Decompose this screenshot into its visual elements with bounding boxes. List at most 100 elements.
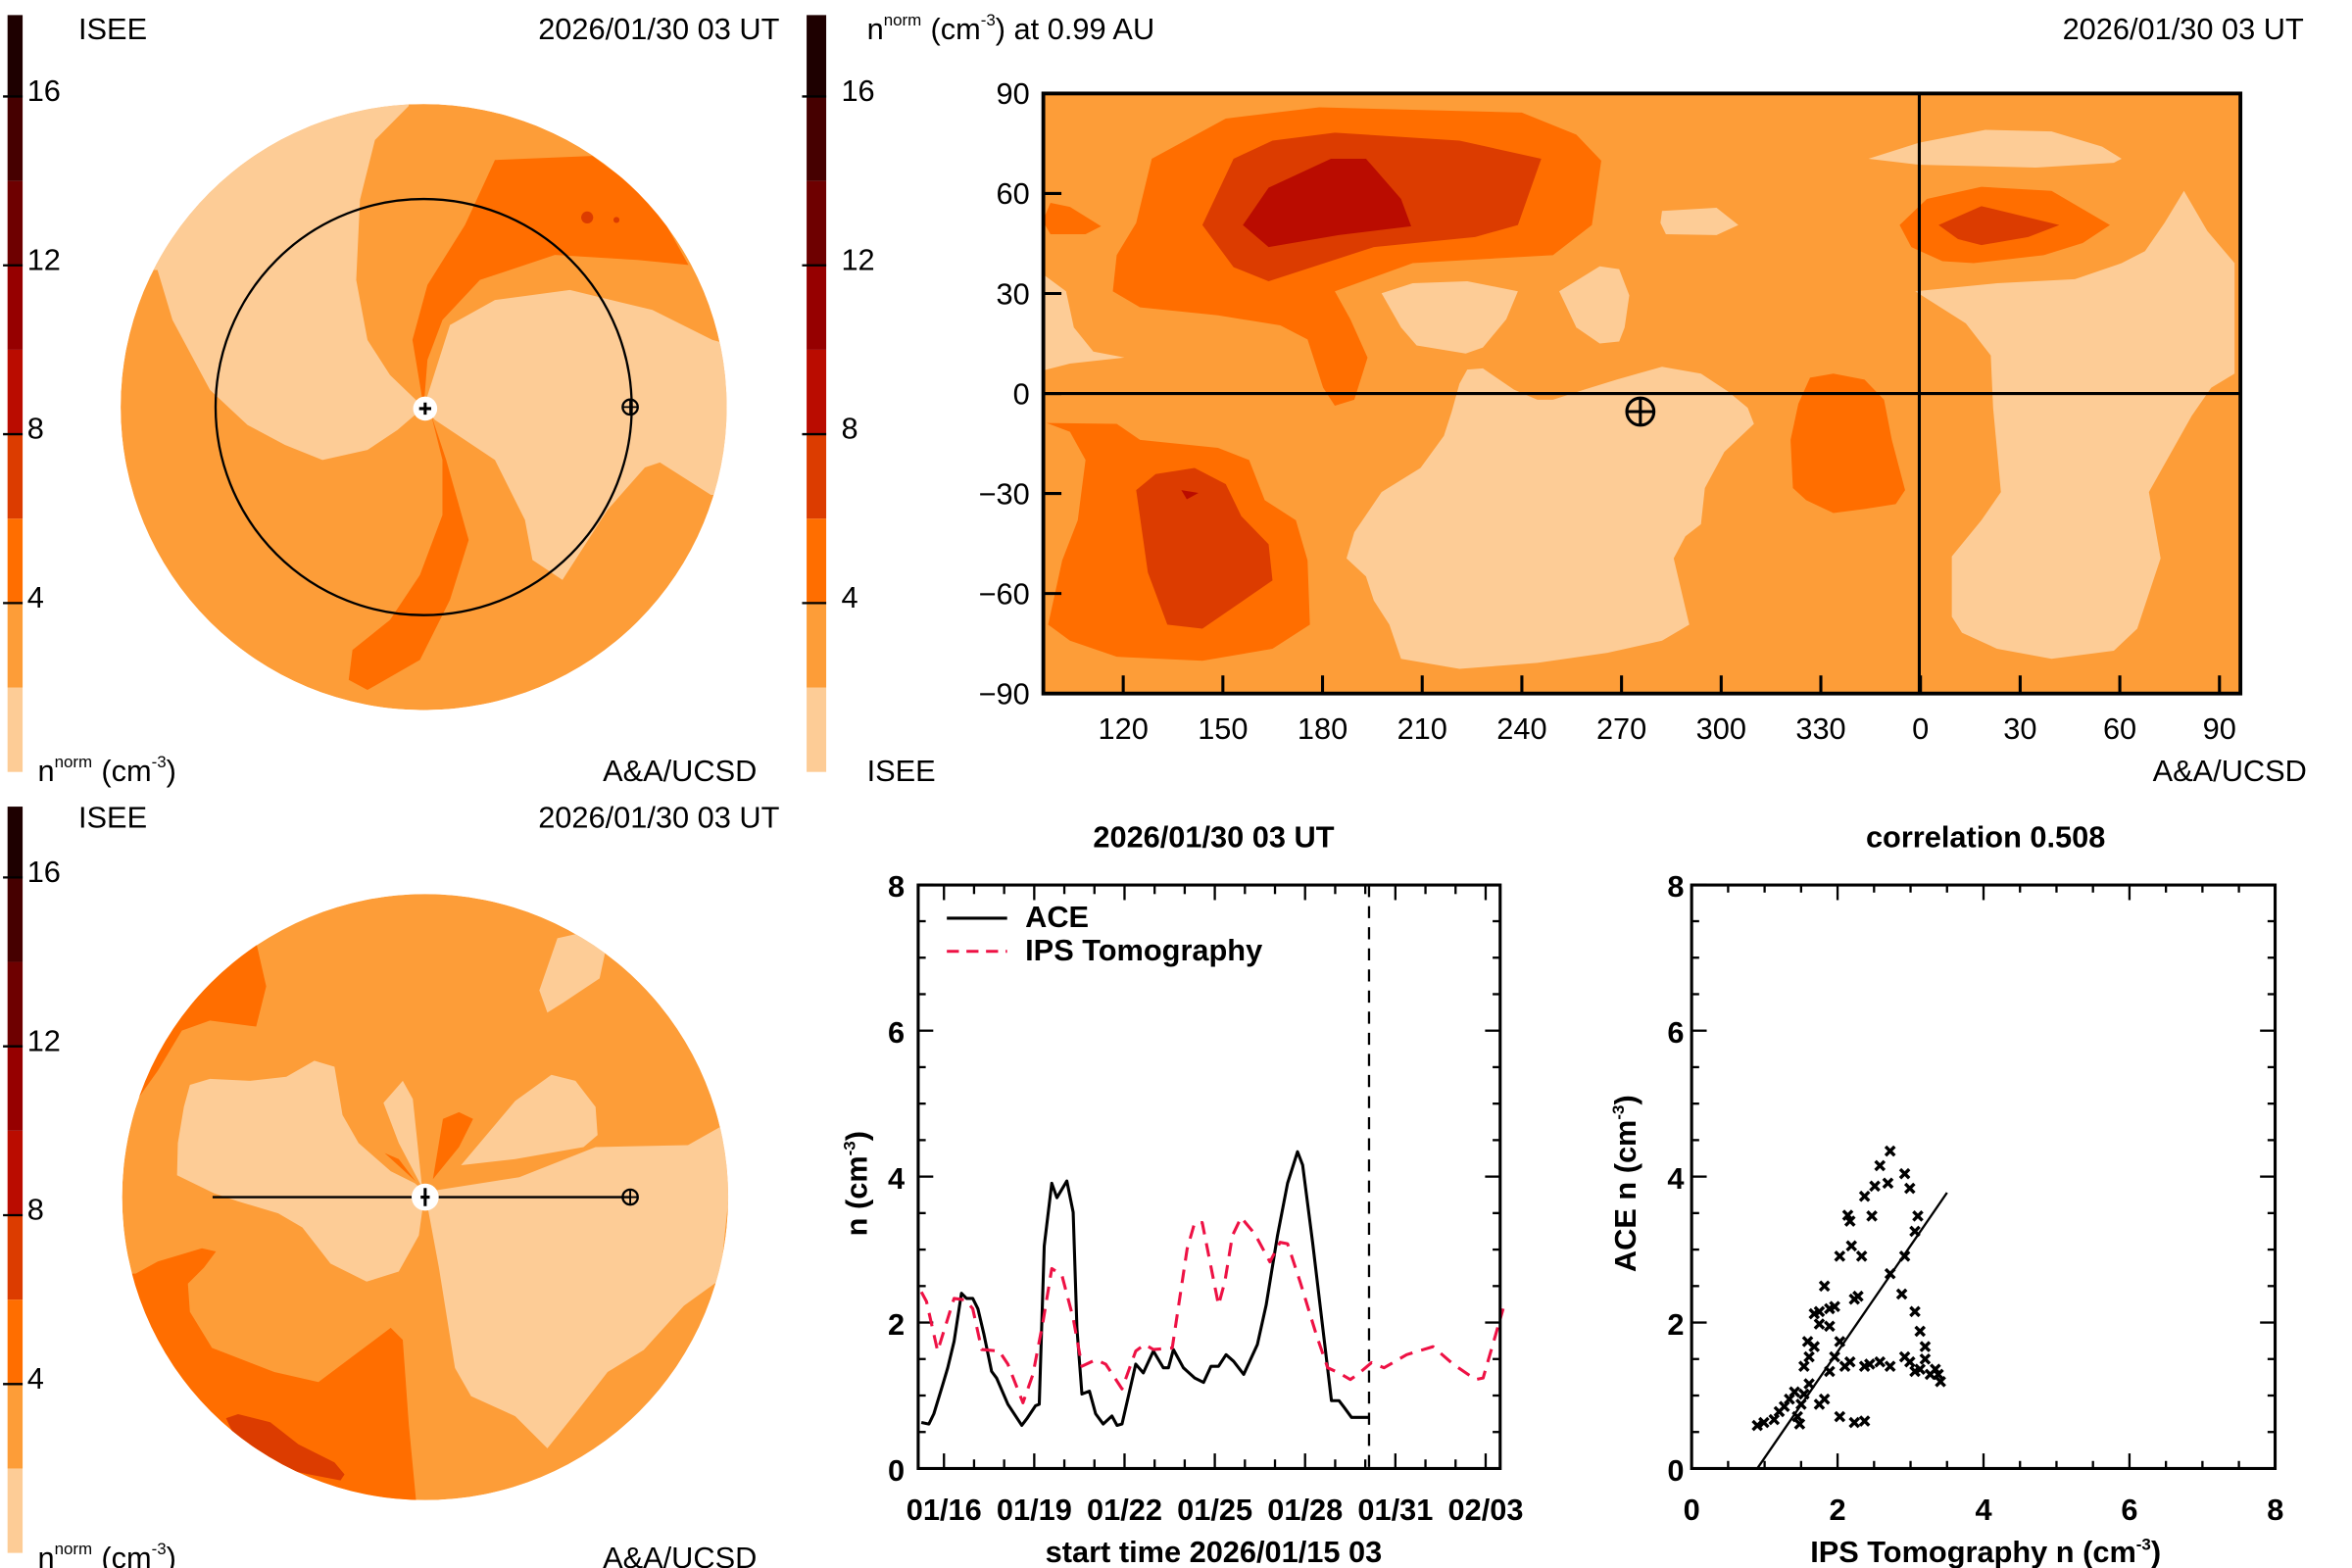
scatter-point (1788, 1386, 1800, 1398)
x-tick-label: 01/28 (1267, 1493, 1343, 1527)
plot-frame (916, 883, 1502, 1471)
lon-tick-label: 30 (2003, 711, 2036, 746)
scatter-point (1829, 1300, 1840, 1312)
x-axis-label: IPS Tomography n (cm-3) (1810, 1535, 2161, 1568)
colorbar-segment (7, 603, 24, 688)
colorbar-segment (7, 1299, 24, 1385)
contour-level-1 (1660, 207, 1739, 235)
colorbar-tick-label: 4 (27, 1361, 44, 1396)
x-tick-label: 02/03 (1447, 1493, 1523, 1527)
scatter-point (1935, 1376, 1946, 1388)
colorbar-segment (7, 434, 24, 519)
scatter-point (1758, 1416, 1770, 1429)
scatter-point (1909, 1305, 1921, 1318)
y-tick-label: 4 (1667, 1161, 1684, 1196)
ecliptic-density-plot: ISEE 2026/01/30 03 UT nnorm (cm-3) A&A/UC… (37, 12, 779, 788)
contour-level-3 (1790, 373, 1905, 514)
scatter-point (1933, 1368, 1944, 1381)
y-tick-label: 6 (1667, 1015, 1684, 1050)
lon-tick-label: 330 (1795, 711, 1845, 746)
scatter-point (1834, 1250, 1846, 1262)
scatter-point (1898, 1167, 1911, 1180)
colorbar-segment (7, 1468, 24, 1553)
sun-plus-icon (418, 402, 431, 416)
colorbar-segment (7, 1130, 24, 1215)
scatter-point (1808, 1307, 1821, 1320)
y-tick-label: 8 (888, 869, 905, 904)
colorbar-segment (7, 807, 24, 878)
scatter-marks: 0 2 4 6 8 0 2 4 6 8 (1667, 869, 2283, 1527)
scatter-point (1803, 1378, 1815, 1390)
credit-label: A&A/UCSD (603, 1541, 757, 1568)
scatter-point (1795, 1398, 1807, 1410)
source-label: ISEE (78, 12, 147, 46)
scatter-point (1909, 1225, 1921, 1238)
contour-level-4 (581, 211, 594, 224)
colorbar-segment (7, 180, 24, 266)
colorbar-segment (807, 687, 827, 772)
chart-title: correlation 0.508 (1866, 820, 2105, 855)
lon-tick-label: 0 (1912, 711, 1929, 746)
legend-label-ips: IPS Tomography (1025, 933, 1262, 967)
contour-level-3 (412, 156, 689, 408)
scatter-point (1793, 1418, 1806, 1430)
scatter-point (1751, 1419, 1763, 1432)
source-label: ISEE (867, 754, 936, 788)
scatter-point (1914, 1363, 1927, 1376)
scatter-point (1834, 1410, 1846, 1423)
colorbar-tick-label: 16 (841, 74, 874, 108)
colorbar-tick-label: 8 (27, 412, 44, 446)
contour-level-1 (424, 1127, 729, 1448)
x-tick-label: 8 (2267, 1493, 2283, 1527)
colorbar-tick-label: 12 (841, 242, 874, 276)
contour-level-1 (1043, 274, 1125, 370)
earth-icon (621, 398, 639, 416)
y-tick-label: 8 (1667, 869, 1684, 904)
lon-tick-label: 60 (2103, 711, 2136, 746)
contour-level-5 (1181, 490, 1199, 500)
colorbar-segment (807, 96, 827, 181)
scatter-point (1884, 1267, 1896, 1280)
x-tick-label: 4 (1975, 1493, 1991, 1527)
scatter-point (1829, 1350, 1840, 1363)
colorbar-tick-label: 12 (27, 242, 61, 276)
colorbar-tick-label: 16 (27, 855, 61, 889)
scatter-point (1798, 1388, 1810, 1400)
y-tick-label: 2 (888, 1307, 905, 1342)
credit-label: A&A/UCSD (603, 754, 757, 788)
contour-level-4 (612, 217, 620, 223)
scatter-point (1813, 1318, 1826, 1330)
x-tick-label: 6 (2121, 1493, 2137, 1527)
contour-level-5 (1243, 158, 1411, 248)
contour-level-1 (383, 1080, 422, 1188)
scatter-point (1818, 1280, 1831, 1293)
y-tick-label: 4 (888, 1161, 905, 1196)
time-series-marks: 01/16 01/19 01/22 01/25 01/28 01/31 02/03 0 2 4 6 8 (888, 869, 1523, 1527)
legend: ACE IPS Tomography (947, 900, 1262, 967)
scatter-point (1824, 1365, 1836, 1378)
colorbar-segment (7, 265, 24, 350)
x-tick-label: 01/22 (1087, 1493, 1162, 1527)
scatter-point (1864, 1358, 1876, 1370)
scatter-point (1898, 1250, 1911, 1262)
scatter-point (1912, 1210, 1924, 1222)
colorbar-segment (7, 687, 24, 772)
y-tick-label: 0 (1667, 1453, 1684, 1488)
earth-icon (621, 1188, 639, 1206)
colorbar-segment (7, 1046, 24, 1131)
scatter-point (1845, 1240, 1858, 1252)
scatter-point (1882, 1177, 1894, 1190)
contour-level-1 (1381, 280, 1518, 354)
colorbar-map: 4 8 12 16 (802, 15, 875, 772)
lon-tick-label: 90 (2203, 711, 2236, 746)
y-axis-label: n (cm-3) (840, 1131, 874, 1236)
scatter-point (1858, 1415, 1871, 1427)
scatter-point (1874, 1355, 1886, 1368)
contour-level-1 (461, 1074, 598, 1165)
unit-label: nnorm (cm-3) (37, 1540, 175, 1568)
contour-level-1 (176, 1060, 425, 1282)
colorbar-left-bottom: 4 8 12 16 (3, 807, 61, 1553)
